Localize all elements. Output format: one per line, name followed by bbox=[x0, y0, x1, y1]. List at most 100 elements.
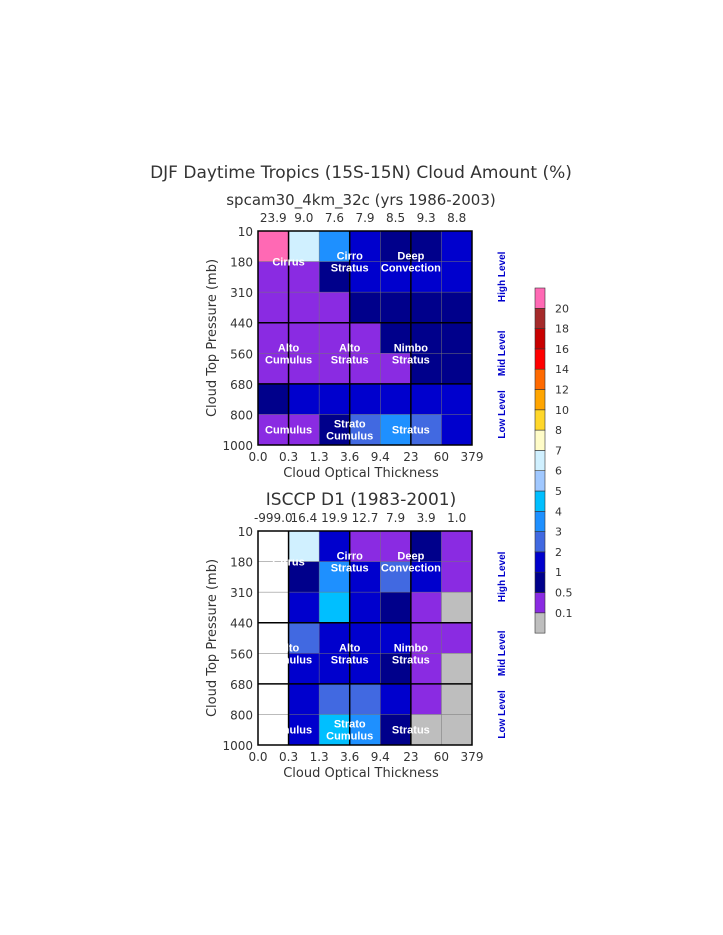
x-tick-label: 1.3 bbox=[310, 750, 329, 764]
colorbar-tick-label: 3 bbox=[555, 526, 562, 539]
y-tick-label: 310 bbox=[230, 286, 253, 300]
heatmap-cell bbox=[380, 531, 412, 563]
heatmap-cell bbox=[410, 231, 442, 263]
x-axis-label: Cloud Optical Thickness bbox=[283, 466, 439, 481]
heatmap-cell bbox=[380, 383, 412, 415]
heatmap-cell bbox=[349, 353, 381, 385]
cloud-type-label: Stratus bbox=[331, 263, 369, 275]
heatmap-cell bbox=[441, 292, 473, 324]
chart-title: DJF Daytime Tropics (15S-15N) Cloud Amou… bbox=[150, 163, 572, 183]
heatmap-cell bbox=[441, 683, 473, 715]
colorbar-swatch bbox=[534, 551, 546, 573]
colorbar-tick-label: 5 bbox=[555, 485, 562, 498]
y-tick-label: 560 bbox=[230, 647, 253, 661]
heatmap-cell bbox=[410, 714, 442, 746]
heatmap-cell bbox=[319, 261, 351, 293]
colorbar-swatch bbox=[534, 470, 546, 492]
x-tick-label: 379 bbox=[461, 450, 484, 464]
x-tick-label: 9.4 bbox=[371, 750, 390, 764]
colorbar-tick-label: 12 bbox=[555, 384, 569, 397]
level-label: High Level bbox=[497, 551, 508, 602]
heatmap-cell bbox=[258, 231, 290, 263]
cloud-type-label: Stratus bbox=[392, 425, 430, 437]
heatmap-cell bbox=[288, 414, 320, 446]
heatmap-cell bbox=[258, 622, 290, 654]
cloud-type-label: Convection bbox=[381, 563, 441, 575]
x-tick-label: 0.0 bbox=[248, 750, 267, 764]
column-total: 1.0 bbox=[447, 511, 466, 525]
heatmap-cell bbox=[380, 714, 412, 746]
heatmap-cell bbox=[258, 292, 290, 324]
colorbar-swatch bbox=[534, 409, 546, 431]
heatmap-cell bbox=[410, 383, 442, 415]
y-tick-label: 310 bbox=[230, 586, 253, 600]
heatmap-cell bbox=[380, 653, 412, 685]
heatmap-cell bbox=[441, 383, 473, 415]
column-total: 9.0 bbox=[294, 211, 313, 225]
heatmap-cell bbox=[319, 622, 351, 654]
heatmap-cell bbox=[288, 353, 320, 385]
x-tick-label: 60 bbox=[434, 750, 449, 764]
heatmap-cell bbox=[258, 714, 290, 746]
heatmap-cell bbox=[410, 561, 442, 593]
column-total: 12.7 bbox=[352, 511, 379, 525]
heatmap-cell bbox=[288, 322, 320, 354]
heatmap-cell bbox=[319, 292, 351, 324]
heatmap-cell bbox=[349, 683, 381, 715]
heatmap-cell bbox=[349, 383, 381, 415]
y-tick-label: 180 bbox=[230, 556, 253, 570]
y-tick-label: 680 bbox=[230, 378, 253, 392]
heatmap-cell bbox=[349, 322, 381, 354]
cloud-type-label: Cirro bbox=[337, 551, 364, 563]
heatmap-cell bbox=[441, 622, 473, 654]
column-total: 8.8 bbox=[447, 211, 466, 225]
level-label: High Level bbox=[497, 251, 508, 302]
heatmap-cell bbox=[380, 561, 412, 593]
heatmap-cell bbox=[349, 414, 381, 446]
column-total: -999.0 bbox=[254, 511, 293, 525]
heatmap-cell bbox=[288, 653, 320, 685]
cloud-type-label: Cumulus bbox=[265, 354, 312, 366]
colorbar-tick-label: 0.1 bbox=[555, 607, 573, 620]
y-tick-label: 1000 bbox=[222, 739, 253, 753]
cloud-type-label: Alto bbox=[339, 342, 361, 354]
heatmap-cell bbox=[288, 531, 320, 563]
heatmap-cell bbox=[349, 261, 381, 293]
heatmap-cell bbox=[410, 414, 442, 446]
cloud-type-label: Cumulus bbox=[265, 725, 312, 737]
colorbar-tick-label: 10 bbox=[555, 404, 569, 417]
x-tick-label: 3.6 bbox=[340, 750, 359, 764]
heatmap-cell bbox=[349, 653, 381, 685]
heatmap-cell bbox=[258, 653, 290, 685]
heatmap-cell bbox=[258, 353, 290, 385]
cloud-type-label: Stratus bbox=[392, 725, 430, 737]
heatmap-cell bbox=[288, 561, 320, 593]
heatmap-cell bbox=[258, 414, 290, 446]
y-axis-label: Cloud Top Pressure (mb) bbox=[205, 559, 220, 717]
x-axis-label: Cloud Optical Thickness bbox=[283, 766, 439, 781]
cloud-type-label: Alto bbox=[339, 642, 361, 654]
heatmap-cell bbox=[380, 592, 412, 624]
column-total: 19.9 bbox=[321, 511, 348, 525]
heatmap-cell bbox=[441, 531, 473, 563]
y-tick-label: 440 bbox=[230, 617, 253, 631]
x-tick-label: 9.4 bbox=[371, 450, 390, 464]
heatmap-cell bbox=[349, 292, 381, 324]
x-tick-label: 0.0 bbox=[248, 450, 267, 464]
heatmap-cell bbox=[288, 383, 320, 415]
level-label: Low Level bbox=[497, 690, 508, 739]
colorbar-swatch bbox=[534, 389, 546, 411]
heatmap-cell bbox=[441, 353, 473, 385]
colorbar-swatch bbox=[534, 490, 546, 512]
heatmap-cell bbox=[410, 653, 442, 685]
cloud-type-label: Deep bbox=[397, 251, 424, 263]
heatmap-cell bbox=[288, 261, 320, 293]
cloud-type-label: Alto bbox=[278, 342, 300, 354]
column-total: 16.4 bbox=[290, 511, 317, 525]
heatmap-cell bbox=[410, 531, 442, 563]
heatmap-cell bbox=[319, 322, 351, 354]
colorbar-swatch bbox=[534, 612, 546, 634]
y-axis-label: Cloud Top Pressure (mb) bbox=[205, 259, 220, 417]
heatmap-cell bbox=[349, 714, 381, 746]
